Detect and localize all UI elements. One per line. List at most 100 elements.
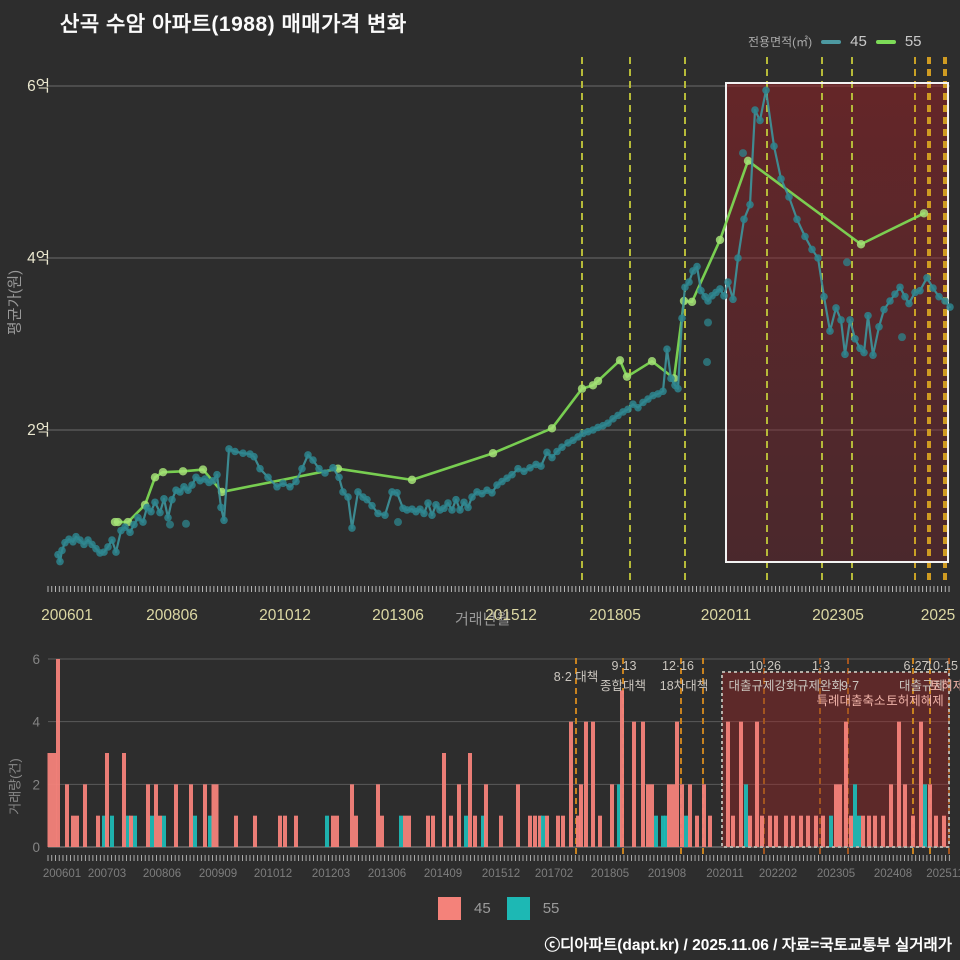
legend-55-line-swatch <box>875 39 896 44</box>
volume-bar-45 <box>538 815 542 847</box>
series-55-marker <box>113 517 123 527</box>
series-55-marker <box>687 297 697 307</box>
volume-legend-item-45[interactable]: 45 <box>438 897 491 920</box>
legend-45-label[interactable]: 45 <box>850 33 867 50</box>
volume-bar-45 <box>849 815 853 847</box>
volume-highlight-border <box>721 671 950 848</box>
x-axis-label: 202011 <box>701 607 752 624</box>
volume-bar-45 <box>154 784 158 847</box>
series-45-marker <box>354 488 362 496</box>
volume-x-axis-label: 202305 <box>817 868 855 880</box>
series-45-marker <box>298 464 306 473</box>
series-55-marker <box>158 467 168 477</box>
series-45-scatter-dot <box>703 358 711 367</box>
volume-x-axis-label: 200601 <box>43 868 81 880</box>
volume-bar-45 <box>844 721 848 847</box>
series-45-marker <box>321 469 329 477</box>
series-45-marker <box>935 292 943 301</box>
series-45-marker <box>716 285 724 293</box>
series-45-marker <box>685 278 693 286</box>
volume-bar-45 <box>129 815 133 847</box>
series-45-marker <box>264 473 272 482</box>
volume-bar-45 <box>791 815 795 847</box>
series-45-marker <box>121 523 129 531</box>
volume-bar-55 <box>664 815 668 847</box>
volume-y-axis-label: 6 <box>32 652 40 667</box>
volume-bar-45 <box>561 815 565 847</box>
series-45-marker <box>777 175 785 183</box>
volume-bar-45 <box>146 784 150 847</box>
series-45-marker <box>814 254 822 262</box>
series-45-marker <box>335 473 343 482</box>
volume-bar-45 <box>774 815 778 847</box>
series-45-marker <box>663 345 671 353</box>
volume-bar-45 <box>641 721 645 847</box>
volume-bar-45 <box>934 815 938 847</box>
series-45-marker <box>886 297 894 305</box>
series-55-marker <box>715 235 725 245</box>
volume-bar-45 <box>484 784 488 847</box>
policy-annotation: 대출규제강화 <box>728 679 798 693</box>
series-45-marker <box>58 546 66 555</box>
series-45-marker <box>604 419 612 427</box>
series-45-marker <box>225 445 233 453</box>
series-45-marker <box>558 443 566 452</box>
volume-bar-45 <box>620 690 624 847</box>
volume-bar-55 <box>150 815 154 847</box>
series-45-marker <box>891 290 899 298</box>
series-45-marker <box>432 501 440 509</box>
series-45-marker <box>231 447 239 456</box>
series-45-marker <box>896 283 904 292</box>
volume-bar-45 <box>350 784 354 847</box>
series-45-marker <box>746 200 754 209</box>
volume-bar-45 <box>584 721 588 847</box>
volume-bar-55 <box>923 784 927 847</box>
volume-x-axis-label: 201409 <box>424 868 462 880</box>
price-x-axis-title: 거래년월 <box>455 611 511 628</box>
series-45-marker <box>220 516 228 525</box>
volume-bar-45 <box>473 815 477 847</box>
volume-legend-item-55[interactable]: 55 <box>506 897 559 920</box>
legend-55-label[interactable]: 55 <box>904 33 922 50</box>
policy-annotation: 특례대출축소 <box>816 694 885 708</box>
x-axis-label: 201805 <box>589 607 641 624</box>
series-45-marker <box>428 511 436 519</box>
series-45-marker <box>851 335 859 343</box>
volume-bar-45 <box>731 815 735 847</box>
series-45-marker <box>164 513 172 522</box>
series-45-marker <box>734 254 742 262</box>
series-45 <box>54 86 954 566</box>
series-45-marker <box>448 506 456 514</box>
volume-bar-45 <box>671 784 675 847</box>
series-45-marker <box>729 295 737 304</box>
series-45-scatter-dot <box>166 520 174 529</box>
series-45-marker <box>923 273 931 282</box>
series-45-marker <box>801 232 809 241</box>
area-legend-label: 전용면적(㎡) <box>748 35 813 49</box>
volume-bar-45 <box>449 815 453 847</box>
series-45-marker <box>864 311 872 320</box>
series-45-marker <box>526 464 534 472</box>
series-45-marker <box>460 498 468 507</box>
series-45-marker <box>304 451 312 459</box>
series-55-marker <box>743 156 753 166</box>
series-45-marker <box>176 488 184 496</box>
series-45-marker <box>916 286 924 295</box>
volume-bar-45 <box>739 721 743 847</box>
legend-45-bar-swatch <box>438 897 461 920</box>
series-55-marker <box>577 384 587 393</box>
legend-45-line-swatch <box>821 39 842 44</box>
series-45-marker <box>543 448 551 457</box>
volume-bar-45 <box>928 784 932 847</box>
series-45-marker <box>693 262 701 271</box>
series-45-marker <box>634 403 642 412</box>
series-45-marker <box>837 316 845 324</box>
copyright-source-text: ⓒ디아파트(dapt.kr) / 2025.11.06 / 자료=국토교통부 실… <box>544 937 952 954</box>
volume-bar-45 <box>545 815 549 847</box>
volume-legend-45-label: 45 <box>474 900 491 917</box>
volume-bar-45 <box>784 815 788 847</box>
volume-bar-55 <box>193 815 197 847</box>
policy-annotation: 10·26 <box>749 659 781 673</box>
